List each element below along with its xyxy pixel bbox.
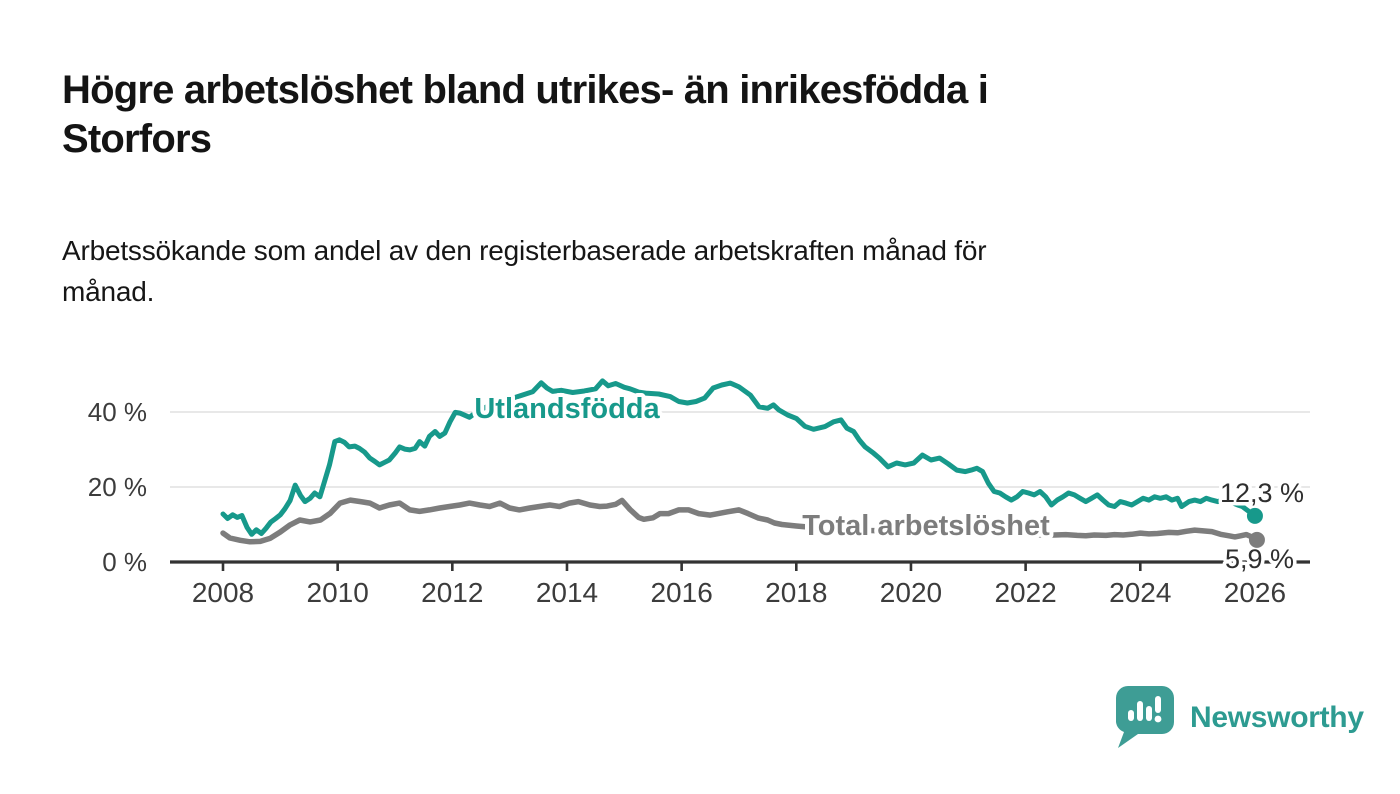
- page-title: Högre arbetslöshet bland utrikes- än inr…: [62, 66, 989, 164]
- x-tick-label: 2012: [421, 577, 483, 608]
- logo-bar-3: [1146, 706, 1152, 721]
- logo-bar-2: [1137, 701, 1143, 721]
- chart-subtitle: Arbetssökande som andel av den registerb…: [62, 230, 987, 312]
- x-tick-label: 2008: [192, 577, 254, 608]
- newsworthy-logo-icon: [1116, 686, 1174, 748]
- chart-subtitle-line-2: månad.: [62, 276, 155, 307]
- series-line-total: [220, 497, 1258, 545]
- chart-subtitle-line-1: Arbetssökande som andel av den registerb…: [62, 235, 987, 266]
- y-tick-label: 20 %: [88, 472, 147, 502]
- x-tick-label: 2018: [765, 577, 827, 608]
- brand-name: Newsworthy: [1190, 701, 1364, 734]
- x-tick-label: 2022: [994, 577, 1056, 608]
- x-tick-label: 2024: [1109, 577, 1171, 608]
- x-tick-label: 2020: [880, 577, 942, 608]
- end-dot-utlandsfodda: [1246, 507, 1263, 524]
- end-value-label-total: 5,9 %: [1225, 544, 1294, 574]
- newsworthy-logo[interactable]: Newsworthy: [1112, 684, 1364, 752]
- logo-exclamation-bar: [1155, 696, 1161, 713]
- logo-exclamation-dot: [1154, 715, 1162, 723]
- x-tick-label: 2026: [1224, 577, 1286, 608]
- y-tick-label: 40 %: [88, 397, 147, 427]
- logo-speech-bubble: [1116, 686, 1174, 748]
- x-tick-label: 2014: [536, 577, 598, 608]
- series-label-total: Total arbetslöshet: [802, 510, 1050, 542]
- end-dot-total: [1248, 531, 1265, 548]
- x-tick-label: 2010: [307, 577, 369, 608]
- end-value-label-utlandsfodda: 12,3 %: [1220, 478, 1304, 508]
- series-label-utlandsfodda: Utlandsfödda: [474, 393, 660, 425]
- logo-bar-1: [1128, 710, 1134, 721]
- page-title-line-2: Storfors: [62, 117, 212, 161]
- series-line-utlandsfodda: [220, 378, 1258, 537]
- y-tick-label: 0 %: [102, 547, 147, 577]
- x-tick-label: 2016: [650, 577, 712, 608]
- page-title-line-1: Högre arbetslöshet bland utrikes- än inr…: [62, 68, 989, 112]
